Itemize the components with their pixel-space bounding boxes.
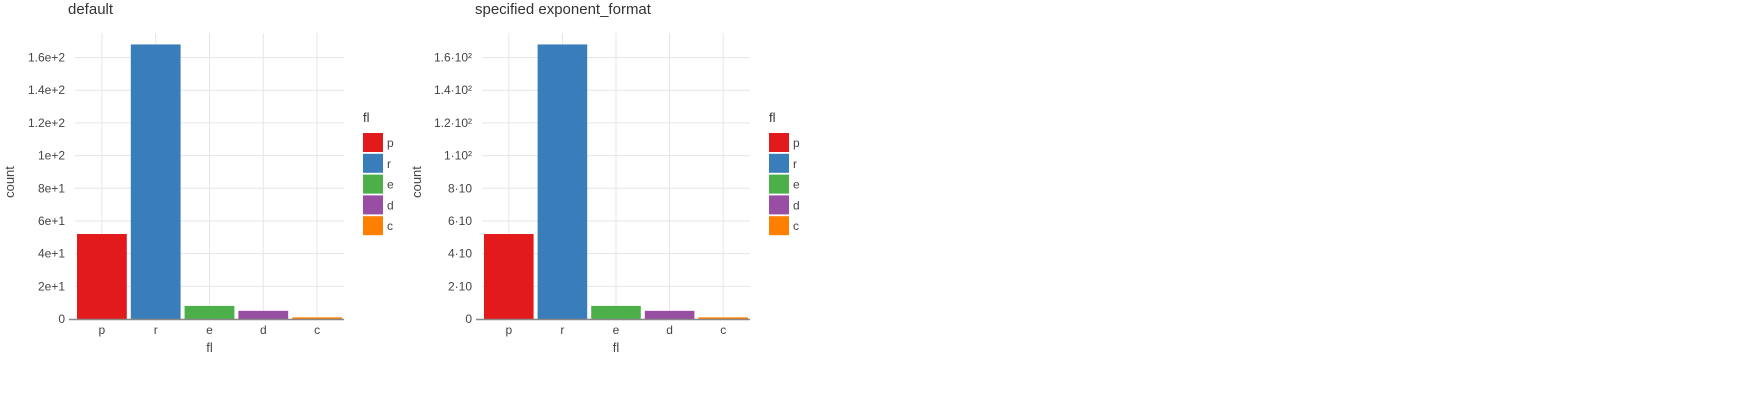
legend-label-e[interactable]: e	[387, 178, 394, 192]
legend-swatch-r[interactable]	[769, 153, 789, 173]
legend-swatch-e[interactable]	[769, 174, 789, 194]
y-tick-label: 2e+1	[38, 279, 65, 293]
y-tick-label: 1·10²	[444, 149, 472, 163]
legend-swatch-p[interactable]	[769, 133, 789, 152]
legend-swatch-c[interactable]	[769, 216, 789, 236]
y-axis-title: count	[409, 166, 424, 198]
legend-swatch-c[interactable]	[363, 216, 383, 236]
y-tick-label: 1.6e+2	[28, 51, 65, 65]
bar-e[interactable]	[184, 305, 235, 319]
y-tick-label: 1.4e+2	[28, 83, 65, 97]
bar-r[interactable]	[130, 44, 181, 319]
x-tick-label: p	[505, 323, 512, 337]
legend-title: fl	[769, 110, 776, 125]
x-tick-label: e	[613, 323, 620, 337]
y-tick-label: 1.6·10²	[434, 51, 472, 65]
bar-c[interactable]	[292, 317, 342, 319]
x-tick-label: c	[720, 323, 726, 337]
chart-panel-1: specified exponent_format 0 2·10 4·10 6·10 8·…	[409, 1, 800, 355]
y-tick-label: 0	[58, 312, 65, 326]
bar-d[interactable]	[238, 310, 289, 319]
y-tick-label: 4e+1	[38, 247, 65, 261]
legend-swatch-r[interactable]	[363, 153, 383, 173]
bar-p[interactable]	[77, 234, 127, 319]
bar-p[interactable]	[484, 234, 534, 319]
chart-title: specified exponent_format	[475, 1, 652, 18]
y-tick-label: 2·10	[448, 279, 472, 293]
x-tick-label: r	[560, 323, 564, 337]
x-tick-label: c	[314, 323, 320, 337]
bar-e[interactable]	[591, 305, 641, 319]
x-tick-label: r	[154, 323, 158, 337]
y-tick-label: 6·10	[448, 214, 472, 228]
x-axis-title: fl	[206, 340, 213, 355]
y-tick-label: 4·10	[448, 247, 472, 261]
legend-swatch-e[interactable]	[363, 174, 383, 194]
legend-swatch-d[interactable]	[769, 195, 789, 215]
bar-d[interactable]	[644, 310, 695, 319]
legend-swatch-p[interactable]	[363, 133, 383, 152]
y-tick-label: 1.4·10²	[434, 83, 472, 97]
legend-label-c[interactable]: c	[793, 219, 799, 233]
legend-swatch-d[interactable]	[363, 195, 383, 215]
legend-label-r[interactable]: r	[387, 157, 391, 171]
y-tick-label: 1.2·10²	[434, 116, 472, 130]
legend-label-d[interactable]: d	[387, 198, 394, 212]
legend-label-c[interactable]: c	[387, 219, 393, 233]
legend-label-r[interactable]: r	[793, 157, 797, 171]
legend-label-e[interactable]: e	[793, 178, 800, 192]
legend-title: fl	[363, 110, 370, 125]
x-axis-title: fl	[613, 340, 620, 355]
bar-r[interactable]	[537, 44, 588, 319]
x-tick-label: d	[260, 323, 267, 337]
y-tick-label: 1e+2	[38, 149, 65, 163]
y-tick-label: 0	[465, 312, 472, 326]
legend-label-d[interactable]: d	[793, 198, 800, 212]
y-tick-label: 6e+1	[38, 214, 65, 228]
y-axis-title: count	[2, 166, 17, 198]
chart-panel-0: default 0 2e+1 4e+1 6e+1 8e+1 1e+2 1.2e+2 1.4e+2…	[2, 1, 394, 355]
y-tick-label: 8·10	[448, 181, 472, 195]
legend-label-p[interactable]: p	[387, 136, 394, 150]
legend-label-p[interactable]: p	[793, 136, 800, 150]
x-tick-label: p	[99, 323, 106, 337]
y-tick-label: 1.2e+2	[28, 116, 65, 130]
x-tick-label: d	[666, 323, 673, 337]
x-tick-label: e	[206, 323, 213, 337]
chart-title: default	[68, 1, 114, 18]
bar-c[interactable]	[698, 317, 748, 319]
y-tick-label: 8e+1	[38, 181, 65, 195]
